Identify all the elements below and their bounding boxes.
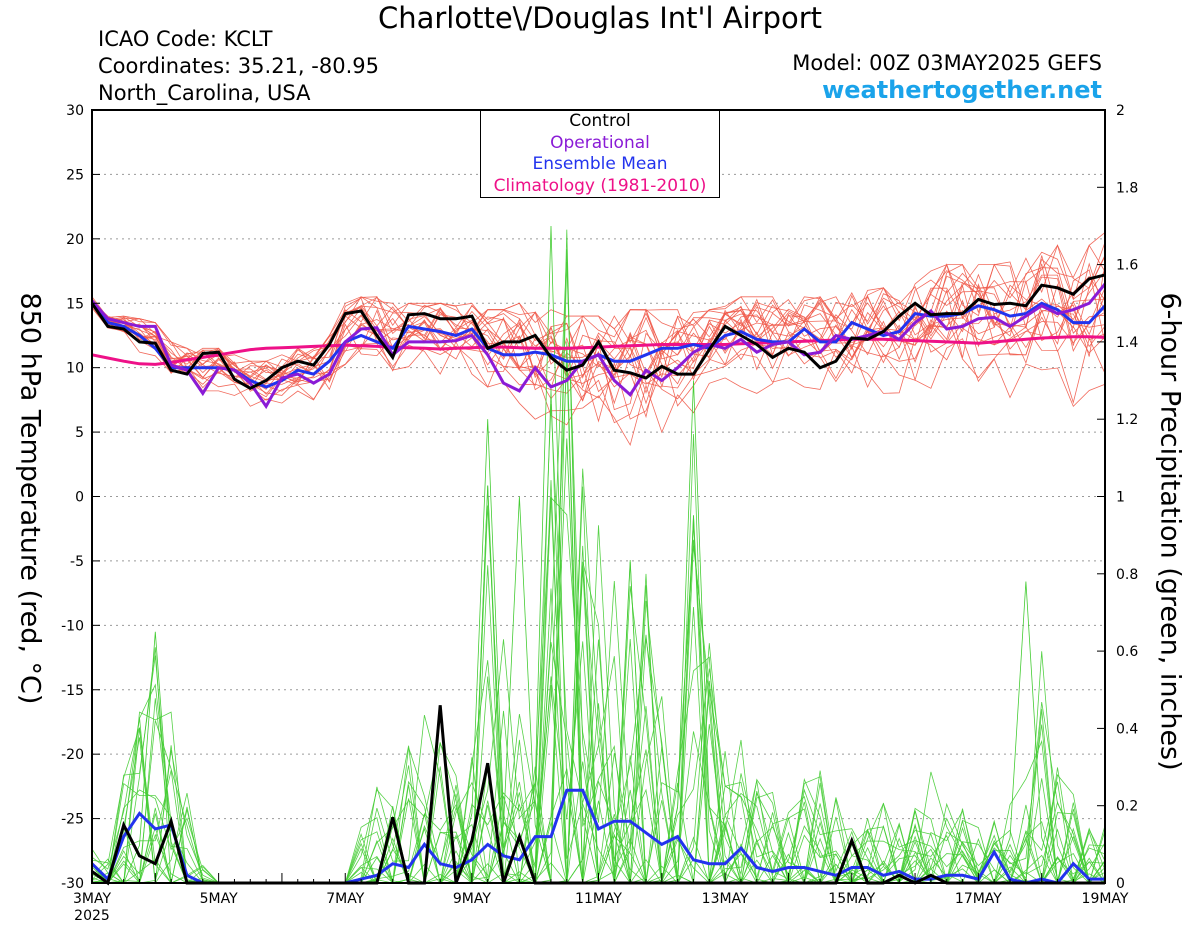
legend-ensemble-mean: Ensemble Mean	[532, 154, 668, 174]
y-tick-label: 20	[66, 232, 84, 248]
y-tick-label: 10	[66, 361, 84, 377]
precip-member-line	[91, 361, 1105, 885]
y2-tick-label: 0	[1116, 876, 1125, 892]
axes-layer: 302520151050-5-10-15-20-25-3021.81.61.41…	[61, 103, 1138, 924]
legend-control: Control	[569, 111, 631, 131]
precip-member-peak	[92, 631, 1105, 884]
x-tick-label: 9MAY	[453, 891, 491, 907]
temperature-member-line	[91, 298, 1106, 423]
y-tick-label: 25	[66, 167, 84, 183]
x-tick-label: 15MAY	[828, 891, 875, 907]
temperature-member-line	[91, 270, 1106, 394]
legend: Control Operational Ensemble Mean Climat…	[480, 110, 720, 198]
precip-member-line	[91, 634, 1106, 885]
temperature-member-line	[91, 264, 1106, 405]
region: North_Carolina, USA	[98, 81, 311, 105]
ensemble-members-layer	[91, 225, 1106, 885]
y2-tick-label: 0.8	[1116, 567, 1138, 583]
precip-member-line	[91, 388, 1106, 885]
x-tick-label: 11MAY	[575, 891, 622, 907]
x-tick-label: 19MAY	[1082, 891, 1129, 907]
y2-tick-label: 1.6	[1116, 258, 1138, 274]
coordinates: Coordinates: 35.21, -80.95	[98, 54, 379, 78]
y2-tick-label: 1.4	[1116, 335, 1138, 351]
model-run: Model: 00Z 03MAY2025 GEFS	[792, 51, 1102, 75]
chart-title: Charlotte\/Douglas Int'l Airport	[377, 1, 823, 35]
x-tick-year: 2025	[74, 908, 110, 924]
temp-operational-line	[90, 282, 1107, 410]
y-tick-label: -30	[61, 876, 84, 892]
temperature-member-line	[91, 244, 1106, 374]
precip-member-line	[92, 485, 1106, 885]
x-tick-label: 5MAY	[200, 891, 238, 907]
x-tick-label: 13MAY	[702, 891, 749, 907]
y2-tick-label: 2	[1116, 103, 1125, 119]
temperature-member-line	[91, 275, 1106, 402]
precip-member-line	[91, 486, 1106, 885]
icao-code: ICAO Code: KCLT	[98, 27, 273, 51]
temp-control-line	[90, 273, 1106, 390]
y-axis-label-left: 850 hPa Temperature (red, °C)	[14, 292, 46, 705]
series-layer	[90, 273, 1107, 886]
legend-operational: Operational	[550, 132, 650, 153]
x-tick-label: 17MAY	[955, 891, 1002, 907]
precip-member-peak	[92, 380, 1105, 884]
y2-tick-label: 0.4	[1116, 721, 1138, 737]
y-tick-label: -10	[61, 618, 84, 634]
y-tick-label: 0	[75, 490, 84, 506]
y-tick-label: -15	[61, 683, 84, 699]
temperature-member-line	[91, 255, 1106, 389]
grid-layer	[92, 173, 1105, 820]
y2-tick-label: 1.2	[1116, 412, 1138, 428]
legend-climatology: Climatology (1981-2010)	[493, 175, 707, 196]
y-tick-label: -25	[61, 812, 84, 828]
temperature-member-line	[91, 263, 1106, 388]
temperature-member-line	[91, 255, 1106, 379]
y2-tick-label: 0.6	[1116, 644, 1138, 660]
x-tick-label: 3MAY	[73, 891, 111, 907]
precip-member-peak	[92, 438, 1105, 884]
precip-member-peak	[92, 419, 1105, 884]
y-tick-label: 5	[75, 425, 84, 441]
temperature-member-line	[91, 307, 1106, 447]
y-tick-label: -20	[61, 747, 84, 763]
y-tick-label: -5	[70, 554, 84, 570]
y2-tick-label: 1.8	[1116, 180, 1138, 196]
y2-tick-label: 1	[1116, 490, 1125, 506]
y2-tick-label: 0.2	[1116, 799, 1138, 815]
temperature-member-line	[91, 273, 1106, 384]
y-tick-label: 15	[66, 296, 84, 312]
precip-member-peak	[92, 225, 1105, 884]
x-tick-label: 7MAY	[326, 891, 364, 907]
y-axis-label-right: 6-hour Precipitation (green, inches)	[1154, 292, 1186, 771]
climatology-line	[91, 335, 1106, 366]
y-tick-label: 30	[66, 103, 84, 119]
site-link[interactable]: weathertogether.net	[822, 76, 1102, 104]
temperature-member-line	[91, 284, 1106, 393]
